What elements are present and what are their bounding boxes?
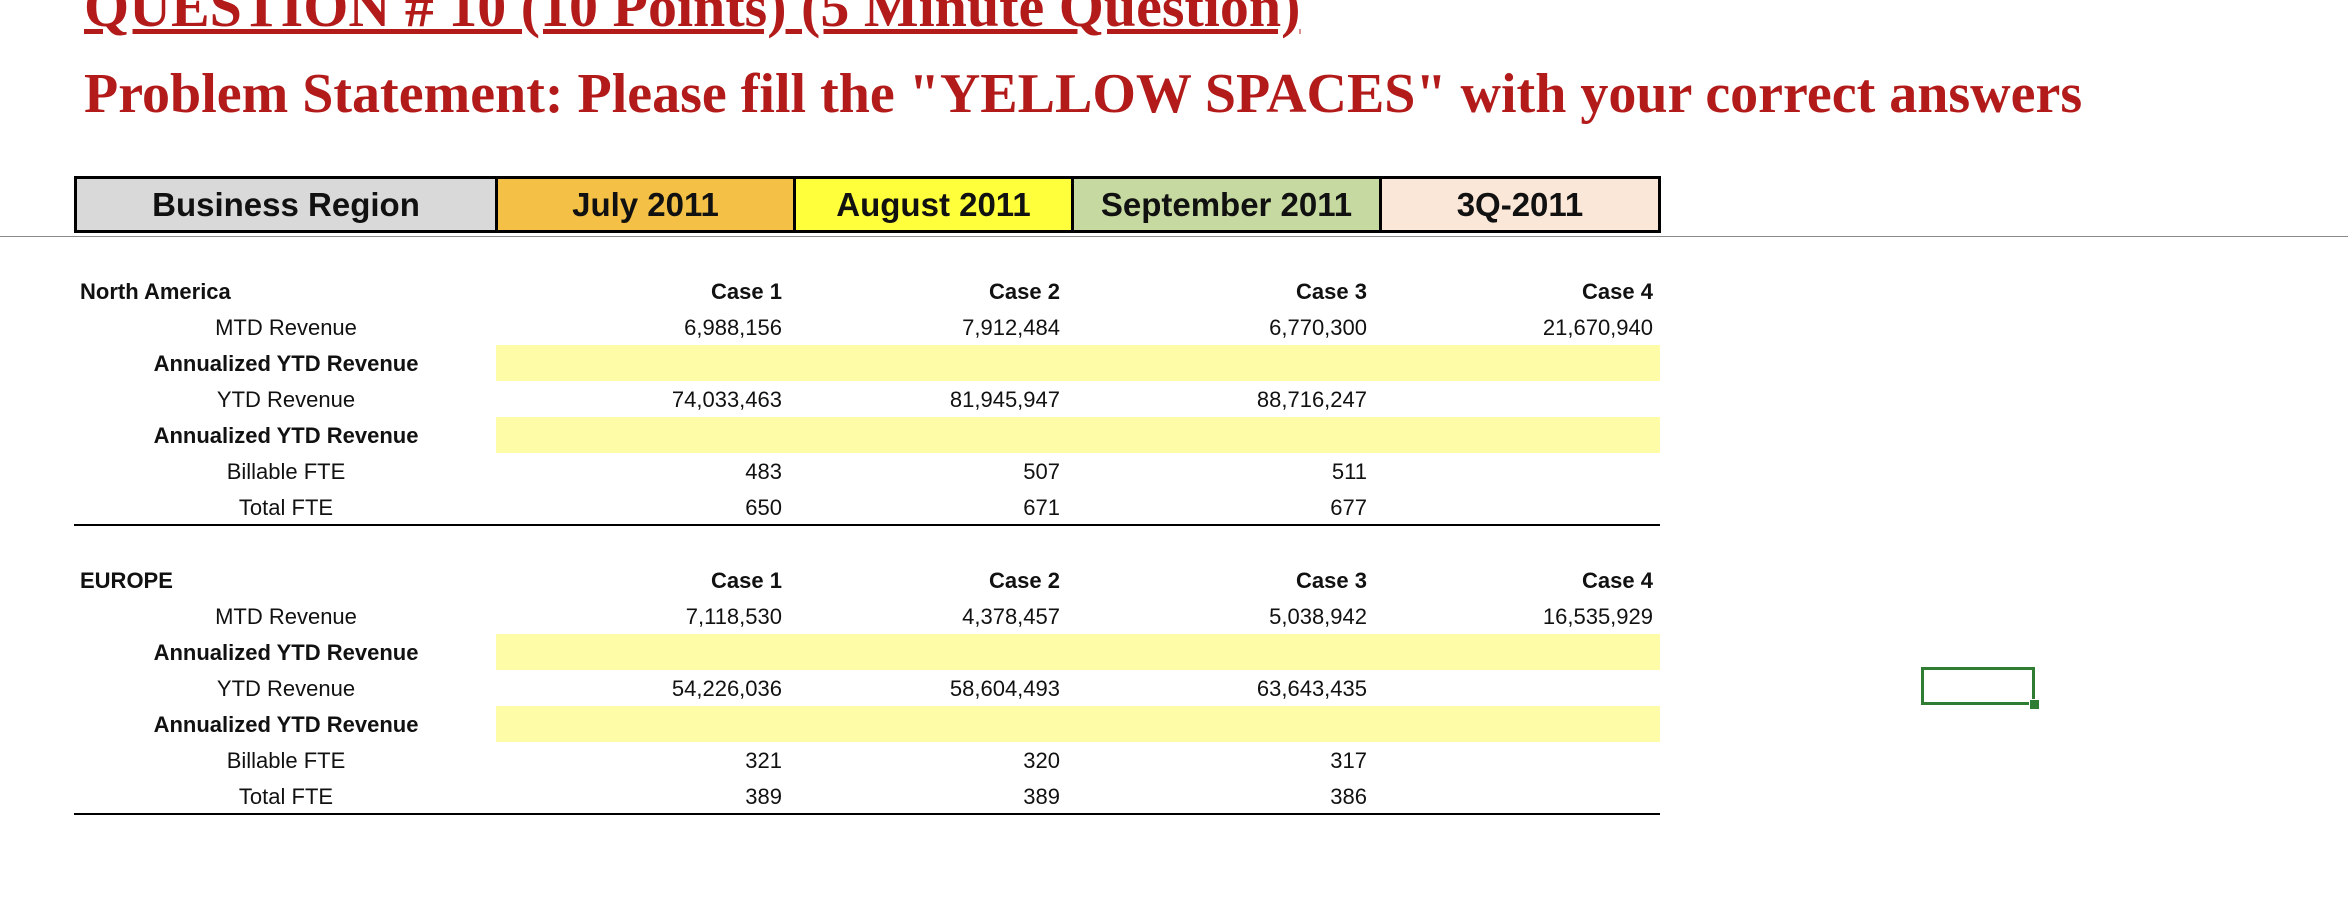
- header-business-region[interactable]: Business Region: [74, 176, 498, 233]
- mtd-value[interactable]: 7,912,484: [962, 315, 1060, 340]
- fill-handle[interactable]: [2029, 699, 2040, 710]
- ytd-value[interactable]: 58,604,493: [949, 676, 1060, 701]
- mtd-value[interactable]: 6,988,156: [684, 315, 782, 340]
- section-rule: [74, 524, 1660, 526]
- case-header: Case 1: [711, 279, 782, 304]
- header-3q-2011[interactable]: 3Q-2011: [1379, 176, 1661, 233]
- total-fte-value[interactable]: 386: [1330, 784, 1367, 809]
- answer-cell-annualized-2[interactable]: [496, 417, 1660, 453]
- row-label-mtd-revenue: MTD Revenue: [215, 315, 357, 340]
- billable-fte-value[interactable]: 511: [1331, 459, 1367, 484]
- total-fte-value[interactable]: 389: [745, 784, 782, 809]
- billable-fte-value[interactable]: 317: [1330, 748, 1367, 773]
- billable-fte-value[interactable]: 321: [745, 748, 782, 773]
- case-header: Case 2: [989, 279, 1060, 304]
- row-label-billable-fte: Billable FTE: [226, 459, 346, 484]
- ytd-value[interactable]: 81,945,947: [949, 387, 1060, 412]
- row-label-annualized-ytd: Annualized YTD Revenue: [153, 423, 419, 448]
- answer-cell-annualized-1[interactable]: [496, 634, 1660, 670]
- header-july-2011[interactable]: July 2011: [495, 176, 796, 233]
- section-rule: [74, 813, 1660, 815]
- total-fte-value[interactable]: 389: [1023, 784, 1060, 809]
- row-label-annualized-ytd: Annualized YTD Revenue: [153, 351, 419, 376]
- billable-fte-value[interactable]: 320: [1023, 748, 1060, 773]
- case-header: Case 4: [1582, 568, 1653, 593]
- row-label-ytd-revenue: YTD Revenue: [216, 387, 356, 412]
- ytd-value[interactable]: 88,716,247: [1256, 387, 1367, 412]
- mtd-value[interactable]: 21,670,940: [1542, 315, 1653, 340]
- header-september-2011[interactable]: September 2011: [1071, 176, 1382, 233]
- row-label-annualized-ytd: Annualized YTD Revenue: [153, 712, 419, 737]
- case-header: Case 2: [989, 568, 1060, 593]
- mtd-value[interactable]: 5,038,942: [1269, 604, 1367, 629]
- billable-fte-value[interactable]: 483: [745, 459, 782, 484]
- ytd-value[interactable]: 63,643,435: [1256, 676, 1367, 701]
- case-header: Case 1: [711, 568, 782, 593]
- header-august-2011[interactable]: August 2011: [793, 176, 1074, 233]
- ytd-value[interactable]: 54,226,036: [671, 676, 782, 701]
- mtd-value[interactable]: 7,118,530: [685, 604, 782, 629]
- row-label-total-fte: Total FTE: [238, 495, 334, 520]
- billable-fte-value[interactable]: 507: [1023, 459, 1060, 484]
- problem-statement: Problem Statement: Please fill the "YELL…: [84, 63, 2083, 125]
- row-label-ytd-revenue: YTD Revenue: [216, 676, 356, 701]
- question-title: QUESTION # 10 (10 Points) (5 Minute Ques…: [84, 0, 1301, 39]
- row-label-total-fte: Total FTE: [238, 784, 334, 809]
- row-label-mtd-revenue: MTD Revenue: [215, 604, 357, 629]
- mtd-value[interactable]: 16,535,929: [1542, 604, 1653, 629]
- answer-cell-annualized-2[interactable]: [496, 706, 1660, 742]
- answer-cell-annualized-1[interactable]: [496, 345, 1660, 381]
- total-fte-value[interactable]: 650: [745, 495, 782, 520]
- case-header: Case 3: [1296, 279, 1367, 304]
- total-fte-value[interactable]: 677: [1330, 495, 1367, 520]
- sheet-divider: [0, 236, 2348, 237]
- case-header: Case 3: [1296, 568, 1367, 593]
- selected-cell[interactable]: [1921, 667, 2035, 705]
- mtd-value[interactable]: 4,378,457: [962, 604, 1060, 629]
- mtd-value[interactable]: 6,770,300: [1269, 315, 1367, 340]
- ytd-value[interactable]: 74,033,463: [671, 387, 782, 412]
- case-header: Case 4: [1582, 279, 1653, 304]
- row-label-billable-fte: Billable FTE: [226, 748, 346, 773]
- region-name: EUROPE: [80, 568, 173, 593]
- total-fte-value[interactable]: 671: [1023, 495, 1060, 520]
- region-name: North America: [80, 279, 231, 304]
- row-label-annualized-ytd: Annualized YTD Revenue: [153, 640, 419, 665]
